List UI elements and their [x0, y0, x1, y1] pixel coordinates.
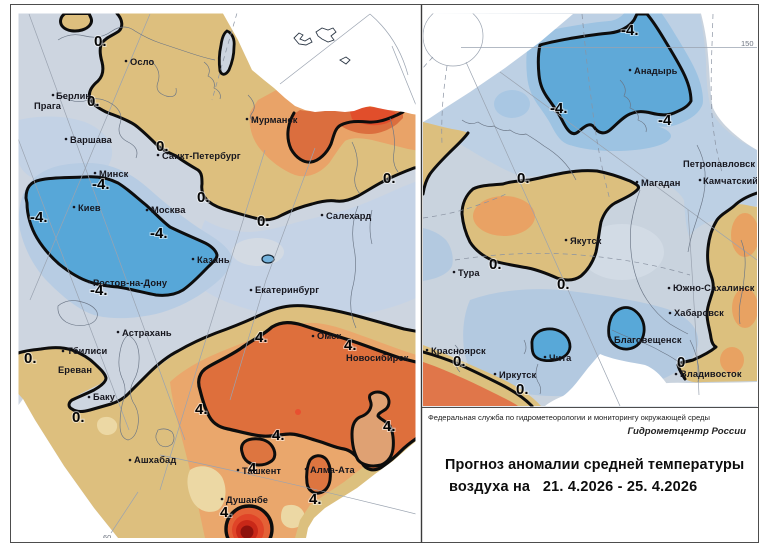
- svg-text:0.: 0.: [197, 189, 210, 206]
- svg-text:4.: 4.: [195, 401, 208, 418]
- svg-text:Благовещенск: Благовещенск: [614, 335, 682, 345]
- svg-text:4.: 4.: [272, 427, 285, 444]
- svg-text:0.: 0.: [24, 350, 37, 367]
- svg-text:4.: 4.: [383, 418, 396, 435]
- svg-text:Осло: Осло: [130, 57, 154, 67]
- svg-text:4.: 4.: [220, 504, 233, 521]
- svg-text:Анадырь: Анадырь: [634, 66, 678, 76]
- svg-text:Ростов-на-Дону: Ростов-на-Дону: [93, 278, 168, 288]
- svg-text:-4.: -4.: [30, 209, 48, 226]
- svg-text:0.: 0.: [517, 170, 530, 187]
- svg-text:-4: -4: [658, 112, 672, 129]
- svg-text:Федеральная служба по гидромет: Федеральная служба по гидрометеорологии …: [428, 413, 710, 422]
- svg-text:Санкт-Петербург: Санкт-Петербург: [162, 151, 241, 161]
- svg-text:-4.: -4.: [92, 176, 110, 193]
- svg-text:0.: 0.: [383, 170, 396, 187]
- svg-text:Ереван: Ереван: [58, 365, 92, 375]
- svg-text:Тура: Тура: [458, 268, 480, 278]
- svg-text:Южно-Сахалинск: Южно-Сахалинск: [673, 283, 755, 293]
- svg-text:Хабаровск: Хабаровск: [674, 308, 724, 318]
- svg-text:Москва: Москва: [151, 205, 186, 215]
- svg-text:Берлин: Берлин: [56, 91, 91, 101]
- svg-text:0.: 0.: [489, 256, 502, 273]
- svg-text:0.: 0.: [557, 276, 570, 293]
- svg-text:Чита: Чита: [549, 353, 572, 363]
- svg-text:-4.: -4.: [150, 225, 168, 242]
- svg-text:Варшава: Варшава: [70, 135, 113, 145]
- svg-text:Гидрометцентр России: Гидрометцентр России: [627, 426, 746, 437]
- svg-text:0.: 0.: [257, 213, 270, 230]
- svg-text:Казань: Казань: [197, 255, 230, 265]
- svg-text:Ашхабад: Ашхабад: [134, 455, 176, 465]
- svg-text:Астрахань: Астрахань: [122, 328, 172, 338]
- svg-text:0.: 0.: [453, 353, 466, 370]
- svg-text:0.: 0.: [156, 138, 169, 155]
- svg-text:Иркутск: Иркутск: [499, 370, 536, 380]
- svg-text:Душанбе: Душанбе: [226, 495, 268, 505]
- svg-text:Владивосток: Владивосток: [680, 369, 742, 379]
- svg-text:0.: 0.: [87, 93, 100, 110]
- svg-text:0.: 0.: [72, 409, 85, 426]
- svg-text:Ташкент: Ташкент: [242, 466, 281, 476]
- svg-text:Минск: Минск: [99, 169, 129, 179]
- svg-text:-4.: -4.: [621, 22, 639, 39]
- svg-text:4: 4: [248, 460, 257, 477]
- svg-text:Омск: Омск: [317, 331, 341, 341]
- svg-text:Камчатский: Камчатский: [703, 176, 758, 186]
- svg-text:4.: 4.: [344, 337, 357, 354]
- svg-text:Алма-Ата: Алма-Ата: [310, 465, 355, 475]
- svg-text:Тбилиси: Тбилиси: [67, 346, 108, 356]
- svg-text:4.: 4.: [309, 491, 322, 508]
- svg-text:60: 60: [103, 533, 111, 542]
- svg-text:воздуха на 21. 4.2026 - 25.: воздуха на 21. 4.2026 - 25. 4.2026: [449, 479, 697, 495]
- svg-text:Прага: Прага: [34, 101, 62, 111]
- svg-text:Екатеринбург: Екатеринбург: [255, 285, 319, 295]
- svg-text:0: 0: [677, 354, 685, 371]
- svg-text:-4.: -4.: [550, 100, 568, 117]
- svg-text:Новосибирск: Новосибирск: [346, 353, 409, 363]
- svg-text:Красноярск: Красноярск: [431, 346, 486, 356]
- svg-text:Баку: Баку: [93, 392, 116, 402]
- svg-text:Прогноз аномалии средней темпе: Прогноз аномалии средней температуры: [445, 457, 744, 473]
- svg-text:-4.: -4.: [90, 282, 108, 299]
- svg-text:0.: 0.: [516, 381, 529, 398]
- svg-text:Магадан: Магадан: [641, 178, 680, 188]
- svg-text:Якутск: Якутск: [570, 236, 602, 246]
- svg-text:Киев: Киев: [78, 203, 101, 213]
- svg-text:4.: 4.: [255, 329, 268, 346]
- svg-text:Мурманск: Мурманск: [251, 115, 298, 125]
- svg-text:0.: 0.: [94, 33, 107, 50]
- svg-text:Салехард: Салехард: [326, 211, 371, 221]
- svg-text:Петропавловск: Петропавловск: [683, 159, 755, 169]
- svg-text:150: 150: [741, 39, 754, 48]
